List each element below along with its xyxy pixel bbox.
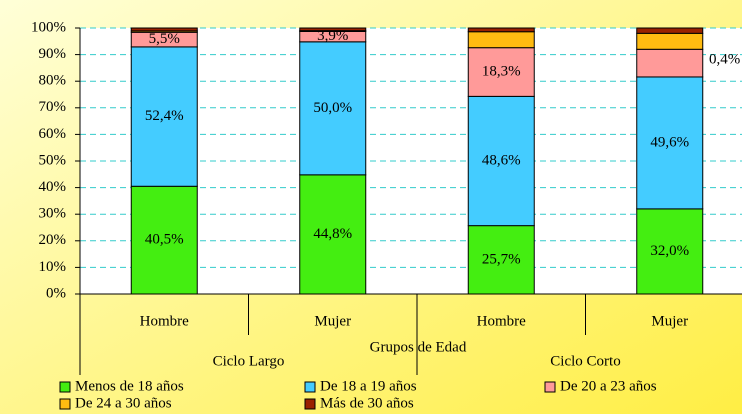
bar-segment (299, 174, 367, 295)
bar-segment (130, 185, 198, 295)
data-label: 5,5% (149, 31, 180, 47)
legend-swatch (59, 381, 71, 393)
annotation: 0,4% (709, 51, 740, 67)
bar-segment (467, 27, 535, 33)
bar-segment (299, 27, 367, 32)
legend-swatch (304, 398, 316, 410)
y-tick-label: 100% (31, 19, 66, 35)
x-axis-title: Grupos de Edad (370, 339, 467, 355)
legend-label: De 18 a 19 años (320, 378, 417, 394)
bar-segment (130, 27, 198, 32)
legend-label: De 20 a 23 años (560, 378, 657, 394)
y-tick-label: 70% (39, 99, 67, 115)
legend-swatch (59, 398, 71, 410)
y-tick-label: 50% (39, 152, 67, 168)
bar-segment (130, 46, 198, 187)
y-tick-label: 20% (39, 232, 67, 248)
data-label: 52,4% (145, 108, 184, 124)
legend-label: De 24 a 30 años (75, 395, 172, 411)
bar-segment (467, 95, 535, 227)
bar-segment (636, 76, 704, 210)
x-tick-label: Mujer (651, 313, 688, 329)
y-tick-label: 30% (39, 206, 67, 222)
bar-segment (636, 48, 704, 78)
legend-swatch (304, 381, 316, 393)
y-tick-label: 90% (39, 46, 67, 62)
data-label: 18,3% (482, 63, 521, 79)
data-label: 25,7% (482, 251, 521, 267)
bar-segment (467, 225, 535, 295)
y-tick-label: 10% (39, 259, 67, 275)
bar-segment (636, 27, 704, 34)
data-label: 3,9% (317, 28, 348, 44)
bar-segment (467, 47, 535, 97)
group-label: Ciclo Largo (213, 353, 285, 369)
data-label: 48,6% (482, 152, 521, 168)
bar-segment (467, 31, 535, 49)
data-label: 50,0% (313, 100, 352, 116)
bar-segment (636, 208, 704, 295)
legend-label: Menos de 18 años (75, 378, 184, 394)
data-label: 40,5% (145, 232, 184, 248)
group-label: Ciclo Corto (550, 353, 620, 369)
x-tick-label: Mujer (314, 313, 351, 329)
data-label: 49,6% (650, 134, 689, 150)
legend-label: Más de 30 años (320, 395, 414, 411)
data-label: 44,8% (313, 226, 352, 242)
x-tick-label: Hombre (140, 313, 189, 329)
bar-segment (299, 41, 367, 176)
x-tick-label: Hombre (477, 313, 526, 329)
y-tick-label: 0% (46, 285, 66, 301)
y-tick-label: 80% (39, 73, 67, 89)
bar-segment (636, 32, 704, 50)
y-tick-label: 40% (39, 179, 67, 195)
legend-swatch (544, 381, 556, 393)
data-label: 32,0% (650, 243, 689, 259)
y-tick-label: 60% (39, 126, 67, 142)
